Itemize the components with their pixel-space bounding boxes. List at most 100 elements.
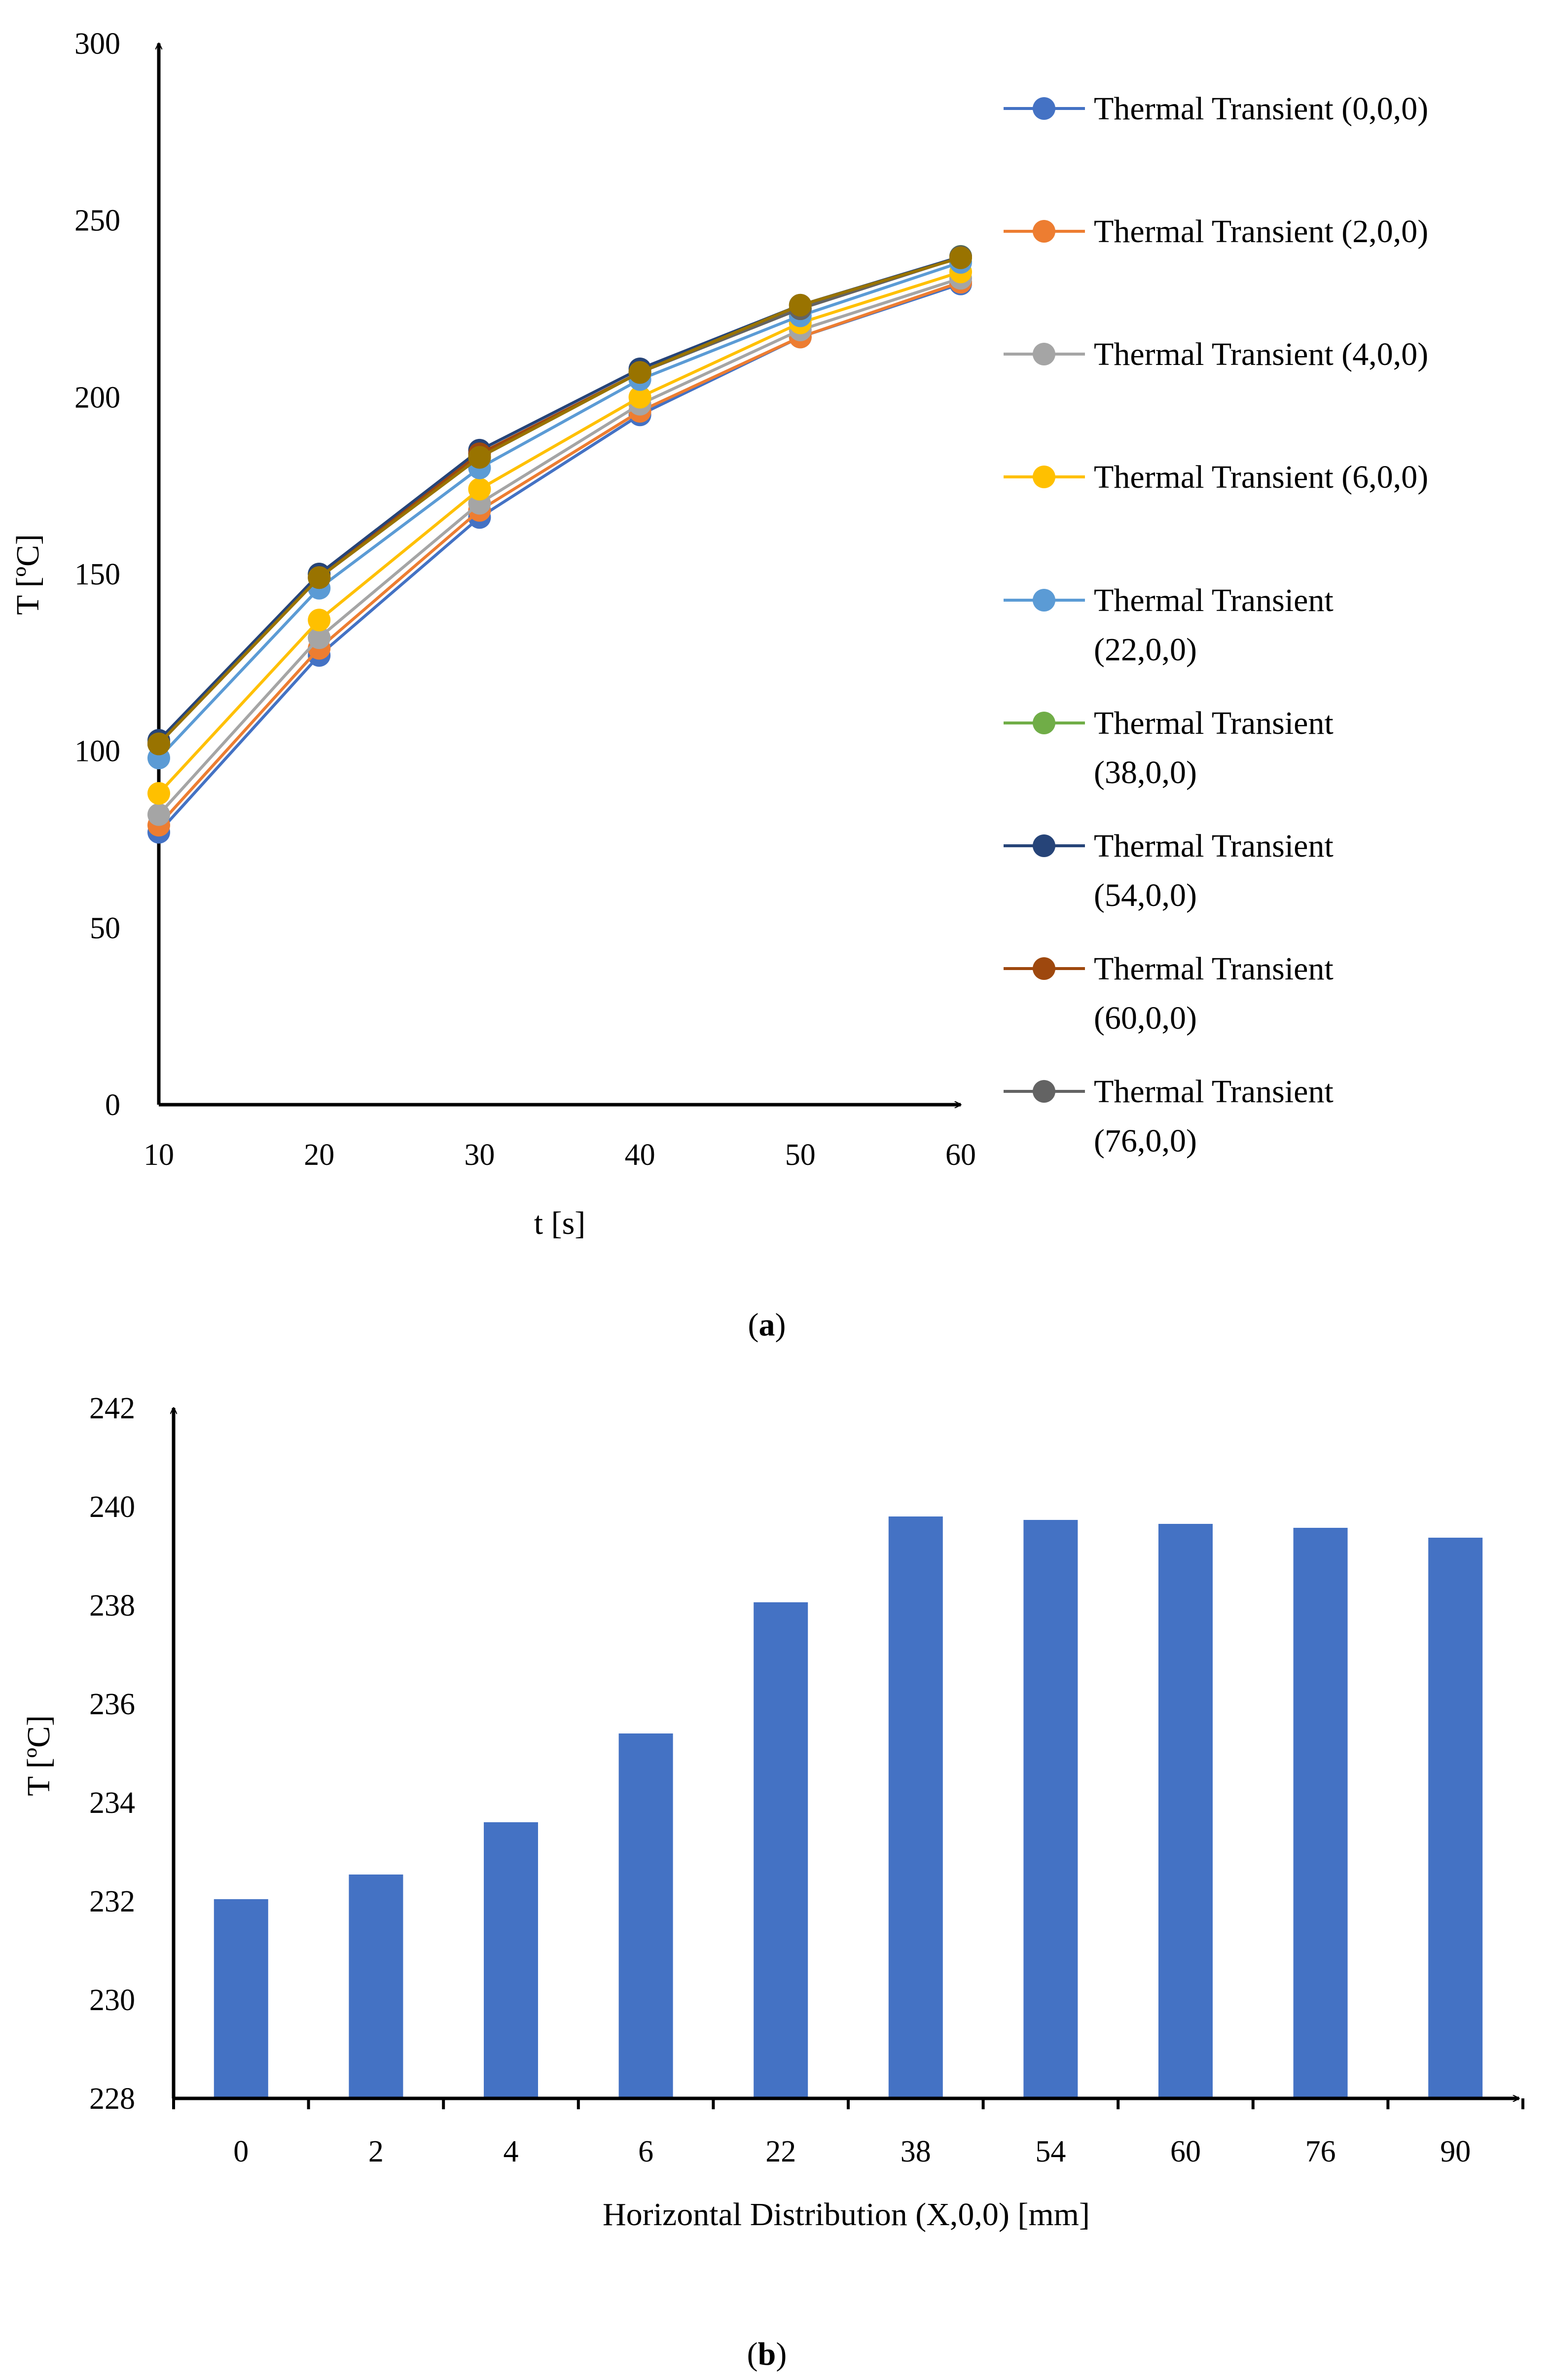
- y-tick-label: 228: [89, 2082, 135, 2116]
- data-point: [468, 477, 491, 501]
- series-line: [157, 255, 961, 745]
- y-tick-label: 240: [89, 1490, 135, 1524]
- y-tick-label: 300: [74, 27, 120, 61]
- axes: [159, 43, 961, 1105]
- legend-swatch-marker: [1033, 466, 1055, 488]
- legend-label: (54,0,0): [1094, 877, 1197, 913]
- bar-22: [754, 1602, 808, 2098]
- y-tick-label: 0: [105, 1088, 120, 1122]
- legend-item: Thermal Transient (76,0,0): [1004, 1074, 1334, 1159]
- data-point: [147, 782, 170, 805]
- bar-2: [349, 1875, 403, 2098]
- series-line: [157, 282, 961, 833]
- y-axis-title: T [ºC]: [10, 534, 46, 615]
- series-thermal-transient-90-0-0: [147, 246, 972, 756]
- data-point: [308, 566, 331, 589]
- legend-swatch-marker: [1033, 1080, 1055, 1103]
- series-line: [157, 277, 961, 816]
- axes: [174, 1408, 1519, 2098]
- series-line: [157, 281, 961, 827]
- x-tick-label: 22: [765, 2135, 796, 2168]
- data-point: [949, 246, 972, 269]
- legend-label: Thermal Transient: [1094, 828, 1334, 864]
- legend-item: Thermal Transient (22,0,0): [1004, 582, 1334, 668]
- x-tick-label: 10: [144, 1138, 174, 1172]
- x-tick-label: 0: [233, 2135, 249, 2168]
- x-tick-label: 76: [1305, 2135, 1336, 2168]
- bars: [214, 1516, 1483, 2098]
- x-tick-label: 90: [1440, 2135, 1471, 2168]
- series-thermal-transient-4-0-0: [147, 267, 972, 826]
- bar-chart: 228 230 232 234 236 238 240 242 0 2 4 6 22 38 54 60 76 9…: [21, 1392, 1524, 2372]
- legend-item: Thermal Transient (38,0,0): [1004, 705, 1334, 791]
- x-tick-label: 40: [625, 1138, 655, 1172]
- series-lines: [147, 245, 972, 844]
- legend-item: Thermal Transient (54,0,0): [1004, 828, 1334, 913]
- legend-item: Thermal Transient (0,0,0): [1004, 91, 1428, 127]
- data-point: [628, 386, 651, 409]
- caption-b: (b): [747, 2336, 787, 2372]
- x-axis-title: t [s]: [534, 1205, 585, 1241]
- legend-item: Thermal Transient (4,0,0): [1004, 336, 1428, 372]
- bar-6: [618, 1733, 673, 2098]
- series-line: [157, 256, 961, 745]
- x-axis-title: Horizontal Distribution (X,0,0) [mm]: [603, 2197, 1090, 2233]
- data-point: [308, 609, 331, 632]
- y-tick-label: 150: [74, 558, 120, 591]
- legend-swatch-marker: [1033, 712, 1055, 734]
- legend-label: Thermal Transient: [1094, 582, 1334, 618]
- bar-76: [1293, 1528, 1348, 2098]
- x-tick-label: 4: [504, 2135, 519, 2168]
- caption-a: (a): [748, 1307, 786, 1343]
- line-chart: 0 50 100 150 200 250 300 10 20 30 40 50 60 T [ºC] t…: [10, 27, 1428, 1343]
- bar-0: [214, 1899, 268, 2098]
- legend-swatch-marker: [1033, 957, 1055, 980]
- bar-38: [888, 1516, 943, 2098]
- x-tick-label: 60: [945, 1138, 976, 1172]
- x-tick-label: 50: [785, 1138, 816, 1172]
- y-tick-label: 236: [89, 1688, 135, 1721]
- x-tick-label: 30: [464, 1138, 495, 1172]
- y-tick-label: 234: [89, 1786, 135, 1820]
- y-tick-label: 100: [74, 735, 120, 768]
- series-line: [157, 270, 961, 794]
- y-tick-label: 242: [89, 1392, 135, 1425]
- y-tick-labels: 0 50 100 150 200 250 300: [74, 27, 120, 1122]
- x-tick-labels: 0 2 4 6 22 38 54 60 76 90: [172, 2098, 1524, 2168]
- y-tick-label: 232: [89, 1885, 135, 1918]
- legend-swatch-marker: [1033, 589, 1055, 612]
- y-tick-label: 200: [74, 381, 120, 414]
- legend-item: Thermal Transient (2,0,0): [1004, 214, 1428, 250]
- legend-label: Thermal Transient (2,0,0): [1094, 214, 1428, 250]
- legend-swatch-marker: [1033, 834, 1055, 857]
- x-tick-label: 6: [638, 2135, 653, 2168]
- legend-label: Thermal Transient: [1094, 951, 1334, 987]
- x-tick-labels: 10 20 30 40 50 60: [144, 1138, 976, 1172]
- bar-4: [484, 1822, 538, 2098]
- series-line: [157, 255, 961, 745]
- data-point: [468, 446, 491, 469]
- bar-54: [1023, 1520, 1078, 2098]
- legend-item: Thermal Transient (60,0,0): [1004, 951, 1334, 1036]
- legend-label: (38,0,0): [1094, 755, 1197, 791]
- legend-swatch-marker: [1033, 97, 1055, 120]
- y-tick-label: 50: [90, 911, 120, 945]
- x-tick-label: 38: [901, 2135, 931, 2168]
- data-point: [789, 293, 812, 317]
- legend-label: (60,0,0): [1094, 1000, 1197, 1036]
- legend-swatch-marker: [1033, 343, 1055, 365]
- x-tick-label: 2: [368, 2135, 384, 2168]
- legend-label: Thermal Transient: [1094, 705, 1334, 741]
- legend-label: Thermal Transient (0,0,0): [1094, 91, 1428, 127]
- data-point: [147, 732, 170, 756]
- data-point: [147, 803, 170, 826]
- bar-60: [1158, 1524, 1213, 2098]
- series-line: [157, 261, 961, 759]
- legend-swatch-marker: [1033, 220, 1055, 243]
- y-tick-label: 250: [74, 204, 120, 238]
- y-tick-label: 238: [89, 1589, 135, 1623]
- bar-90: [1428, 1538, 1483, 2098]
- series-line: [157, 255, 961, 742]
- series-line: [157, 254, 961, 745]
- x-tick-label: 20: [304, 1138, 334, 1172]
